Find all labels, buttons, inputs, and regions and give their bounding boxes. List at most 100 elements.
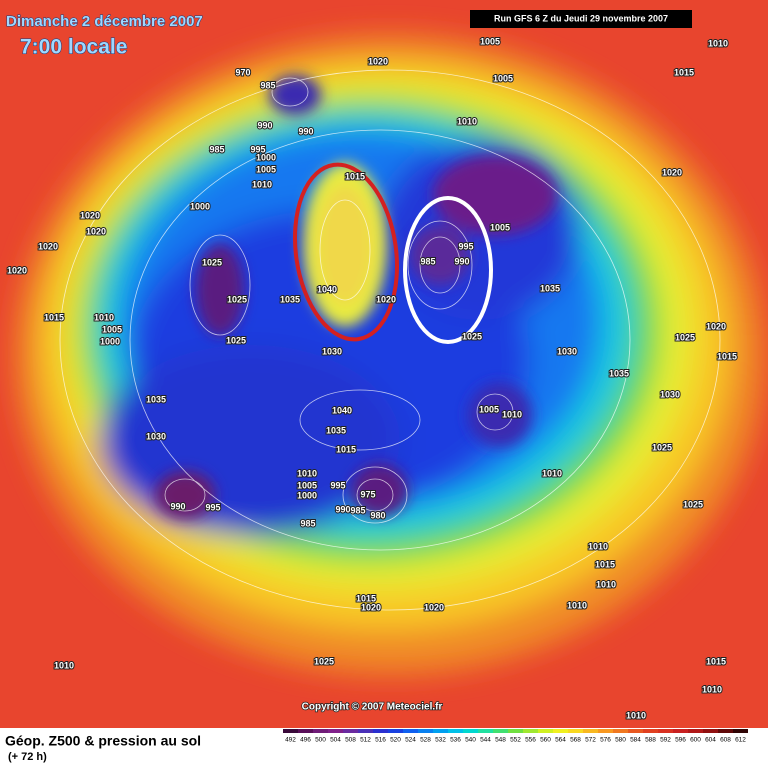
pressure-label: 1010 (542, 468, 562, 478)
legend-swatch (628, 729, 643, 733)
pressure-label: 985 (260, 80, 275, 90)
footer-title: Géop. Z500 & pression au sol (5, 733, 201, 749)
run-box (470, 10, 692, 28)
legend-label: 588 (645, 737, 656, 744)
legend-label: 596 (675, 737, 686, 744)
legend-swatch (388, 729, 403, 733)
pressure-label: 1025 (226, 335, 246, 345)
legend-swatch (688, 729, 703, 733)
pressure-label: 1035 (280, 294, 300, 304)
pressure-label: 985 (350, 505, 365, 515)
pressure-label: 1010 (297, 468, 317, 478)
pressure-label: 1020 (424, 602, 444, 612)
legend-label: 508 (345, 737, 356, 744)
pressure-label: 1000 (256, 152, 276, 162)
pressure-label: 970 (235, 67, 250, 77)
pressure-label: 990 (335, 504, 350, 514)
pressure-label: 1010 (94, 312, 114, 322)
pressure-label: 985 (300, 518, 315, 528)
legend-label: 552 (510, 737, 521, 744)
pressure-label: 1015 (595, 559, 615, 569)
pressure-label: 1010 (567, 600, 587, 610)
pressure-label: 1020 (662, 167, 682, 177)
pressure-label: 975 (360, 489, 375, 499)
legend-label: 548 (495, 737, 506, 744)
legend-swatch (553, 729, 568, 733)
legend-label: 492 (285, 737, 296, 744)
legend-swatch (583, 729, 598, 733)
pressure-label: 1010 (702, 684, 722, 694)
pressure-label: 1025 (683, 499, 703, 509)
legend-label: 528 (420, 737, 431, 744)
legend-swatch (298, 729, 313, 733)
legend-label: 580 (615, 737, 626, 744)
footer-lead: (+ 72 h) (8, 751, 47, 763)
legend-label: 524 (405, 737, 416, 744)
legend-label: 600 (690, 737, 701, 744)
pressure-label: 1010 (708, 38, 728, 48)
pressure-label: 1000 (190, 201, 210, 211)
pressure-label: 990 (257, 120, 272, 130)
pressure-label: 995 (458, 241, 473, 251)
legend-label: 504 (330, 737, 341, 744)
time: 7:00 locale (20, 36, 127, 59)
pressure-label: 1005 (297, 480, 317, 490)
pressure-label: 1030 (557, 346, 577, 356)
pressure-label: 1025 (314, 656, 334, 666)
legend-swatch (328, 729, 343, 733)
pressure-label: 1020 (86, 226, 106, 236)
pressure-label: 1015 (706, 656, 726, 666)
pressure-label: 990 (298, 126, 313, 136)
pressure-label: 1025 (652, 442, 672, 452)
pressure-label: 1020 (7, 265, 27, 275)
legend-label: 540 (465, 737, 476, 744)
pressure-label: 1005 (256, 164, 276, 174)
legend-swatch (358, 729, 373, 733)
legend-swatch (538, 729, 553, 733)
legend-swatch (418, 729, 433, 733)
pressure-label: 1000 (297, 490, 317, 500)
pressure-label: 990 (170, 501, 185, 511)
pressure-label: 1005 (480, 36, 500, 46)
pressure-label: 1020 (38, 241, 58, 251)
pressure-label: 985 (209, 144, 224, 154)
legend-swatch (433, 729, 448, 733)
pressure-label: 1030 (322, 346, 342, 356)
legend-label: 584 (630, 737, 641, 744)
pressure-label: 1005 (102, 324, 122, 334)
legend-label: 532 (435, 737, 446, 744)
pressure-label: 1035 (146, 394, 166, 404)
legend-swatch (448, 729, 463, 733)
legend-swatch (718, 729, 733, 733)
pressure-label: 1040 (317, 284, 337, 294)
legend-swatch (613, 729, 628, 733)
pressure-label: 1015 (717, 351, 737, 361)
annotation-ellipse (403, 196, 493, 344)
pressure-label: 1025 (462, 331, 482, 341)
legend-swatch (703, 729, 718, 733)
pressure-label: 1025 (227, 294, 247, 304)
pressure-label: 980 (370, 510, 385, 520)
pressure-label: 1005 (490, 222, 510, 232)
legend-swatch (523, 729, 538, 733)
pressure-label: 990 (454, 256, 469, 266)
pressure-label: 995 (205, 502, 220, 512)
pressure-label: 1000 (100, 336, 120, 346)
legend-swatch (598, 729, 613, 733)
legend-swatch (508, 729, 523, 733)
annotation-ellipse (292, 162, 400, 342)
legend-label: 572 (585, 737, 596, 744)
legend-label: 496 (300, 737, 311, 744)
legend-label: 576 (600, 737, 611, 744)
legend-label: 556 (525, 737, 536, 744)
pressure-label: 1015 (336, 444, 356, 454)
legend-swatch (658, 729, 673, 733)
pressure-label: 1035 (326, 425, 346, 435)
legend-label: 516 (375, 737, 386, 744)
geopotential-field (0, 0, 768, 728)
legend-label: 564 (555, 737, 566, 744)
pressure-label: 1015 (345, 171, 365, 181)
